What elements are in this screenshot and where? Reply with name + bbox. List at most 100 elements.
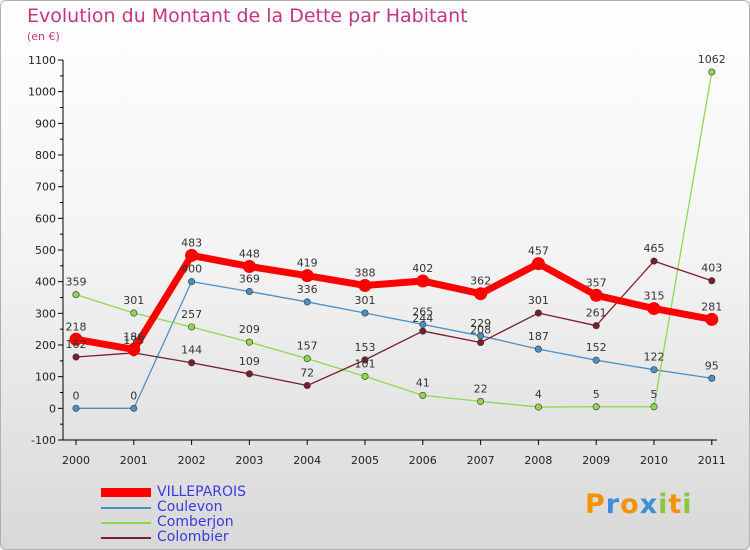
data-label: 301 — [528, 294, 549, 307]
data-label: 101 — [355, 357, 376, 370]
logo-letter: o — [620, 489, 640, 520]
logo-letter: r — [605, 489, 621, 520]
data-label: 72 — [300, 367, 314, 380]
data-point — [708, 374, 716, 382]
legend-item: Coulevon — [101, 500, 246, 515]
y-tick-label: -100 — [31, 434, 56, 447]
legend-swatch — [101, 521, 151, 524]
data-point — [647, 302, 661, 316]
legend-item: Comberjon — [101, 515, 246, 530]
data-label: 265 — [412, 305, 433, 318]
logo-letter: i — [658, 489, 669, 520]
data-point — [592, 403, 600, 411]
data-label: 448 — [239, 247, 260, 260]
legend-label: Comberjon — [157, 514, 234, 530]
data-point — [534, 309, 542, 317]
legend-swatch — [101, 506, 151, 509]
series-line-villeparois — [75, 251, 713, 353]
x-tick-label: 2001 — [120, 454, 148, 467]
data-label: 109 — [239, 355, 260, 368]
data-point — [69, 332, 83, 346]
data-label: 336 — [297, 283, 318, 296]
data-label: 5 — [593, 388, 600, 401]
data-point — [245, 287, 253, 295]
x-tick-label: 2007 — [467, 454, 495, 467]
data-point — [416, 274, 430, 288]
data-point — [534, 345, 542, 353]
legend-label: VILLEPAROIS — [157, 484, 247, 500]
x-tick-label: 2000 — [62, 454, 90, 467]
y-tick-label: 400 — [35, 276, 56, 289]
data-label: 359 — [66, 276, 87, 289]
data-label: 402 — [412, 262, 433, 275]
series-line-coulevon — [76, 281, 712, 409]
data-label: 5 — [651, 388, 658, 401]
data-label: 209 — [239, 323, 260, 336]
data-point — [419, 327, 427, 335]
data-point — [188, 359, 196, 367]
data-label: 229 — [470, 317, 491, 330]
data-label: 162 — [66, 338, 87, 351]
data-label: 4 — [535, 388, 542, 401]
data-point — [188, 278, 196, 286]
y-tick-label: 700 — [35, 181, 56, 194]
data-point — [650, 257, 658, 265]
data-label: 186 — [123, 330, 144, 343]
y-tick-label: 100 — [35, 371, 56, 384]
y-tick-label: 1000 — [28, 86, 56, 99]
data-label: 457 — [528, 245, 549, 258]
legend-swatch — [101, 488, 151, 497]
data-label: 419 — [297, 257, 318, 270]
data-point — [592, 322, 600, 330]
data-point — [245, 370, 253, 378]
data-label: 0 — [130, 389, 137, 402]
data-label: 208 — [470, 323, 491, 336]
data-label: 465 — [644, 242, 665, 255]
data-label: 152 — [586, 341, 607, 354]
x-tick-label: 2008 — [524, 454, 552, 467]
data-label: 218 — [66, 320, 87, 333]
legend-item: VILLEPAROIS — [101, 485, 246, 500]
y-tick-label: 1100 — [28, 54, 56, 67]
data-point — [531, 257, 545, 271]
data-label: 257 — [181, 308, 202, 321]
data-point — [245, 338, 253, 346]
data-label: 175 — [123, 334, 144, 347]
x-tick-label: 2005 — [351, 454, 379, 467]
x-tick-label: 2009 — [582, 454, 610, 467]
data-label: 261 — [586, 307, 607, 320]
chart-legend: VILLEPAROIS Coulevon Comberjon Colombier — [101, 485, 246, 545]
data-point — [303, 355, 311, 363]
x-tick-label: 2002 — [178, 454, 206, 467]
data-label: 400 — [181, 263, 202, 276]
data-label: 22 — [474, 382, 488, 395]
y-tick-label: 200 — [35, 339, 56, 352]
data-label: 357 — [586, 276, 607, 289]
x-tick-label: 2011 — [698, 454, 726, 467]
data-point — [361, 356, 369, 364]
series-line-comberjon — [75, 71, 713, 408]
data-point — [127, 342, 141, 356]
y-tick-label: 800 — [35, 149, 56, 162]
data-point — [592, 356, 600, 364]
data-label: 362 — [470, 275, 491, 288]
data-point — [300, 269, 314, 283]
data-label: 1062 — [698, 53, 726, 66]
data-point — [188, 323, 196, 331]
data-point — [474, 287, 488, 301]
chart-title: Evolution du Montant de la Dette par Hab… — [27, 5, 468, 27]
logo-letter: P — [585, 489, 606, 520]
data-point — [303, 298, 311, 306]
legend-label: Coulevon — [157, 499, 223, 515]
data-point — [185, 248, 199, 262]
logo-letter: x — [639, 489, 659, 520]
data-label: 388 — [355, 266, 376, 279]
data-label: 144 — [181, 344, 202, 357]
series-line-colombier — [75, 260, 713, 387]
legend-label: Colombier — [157, 529, 229, 545]
legend-swatch — [101, 536, 151, 539]
data-point — [72, 404, 80, 412]
data-label: 187 — [528, 330, 549, 343]
data-label: 122 — [644, 351, 665, 364]
